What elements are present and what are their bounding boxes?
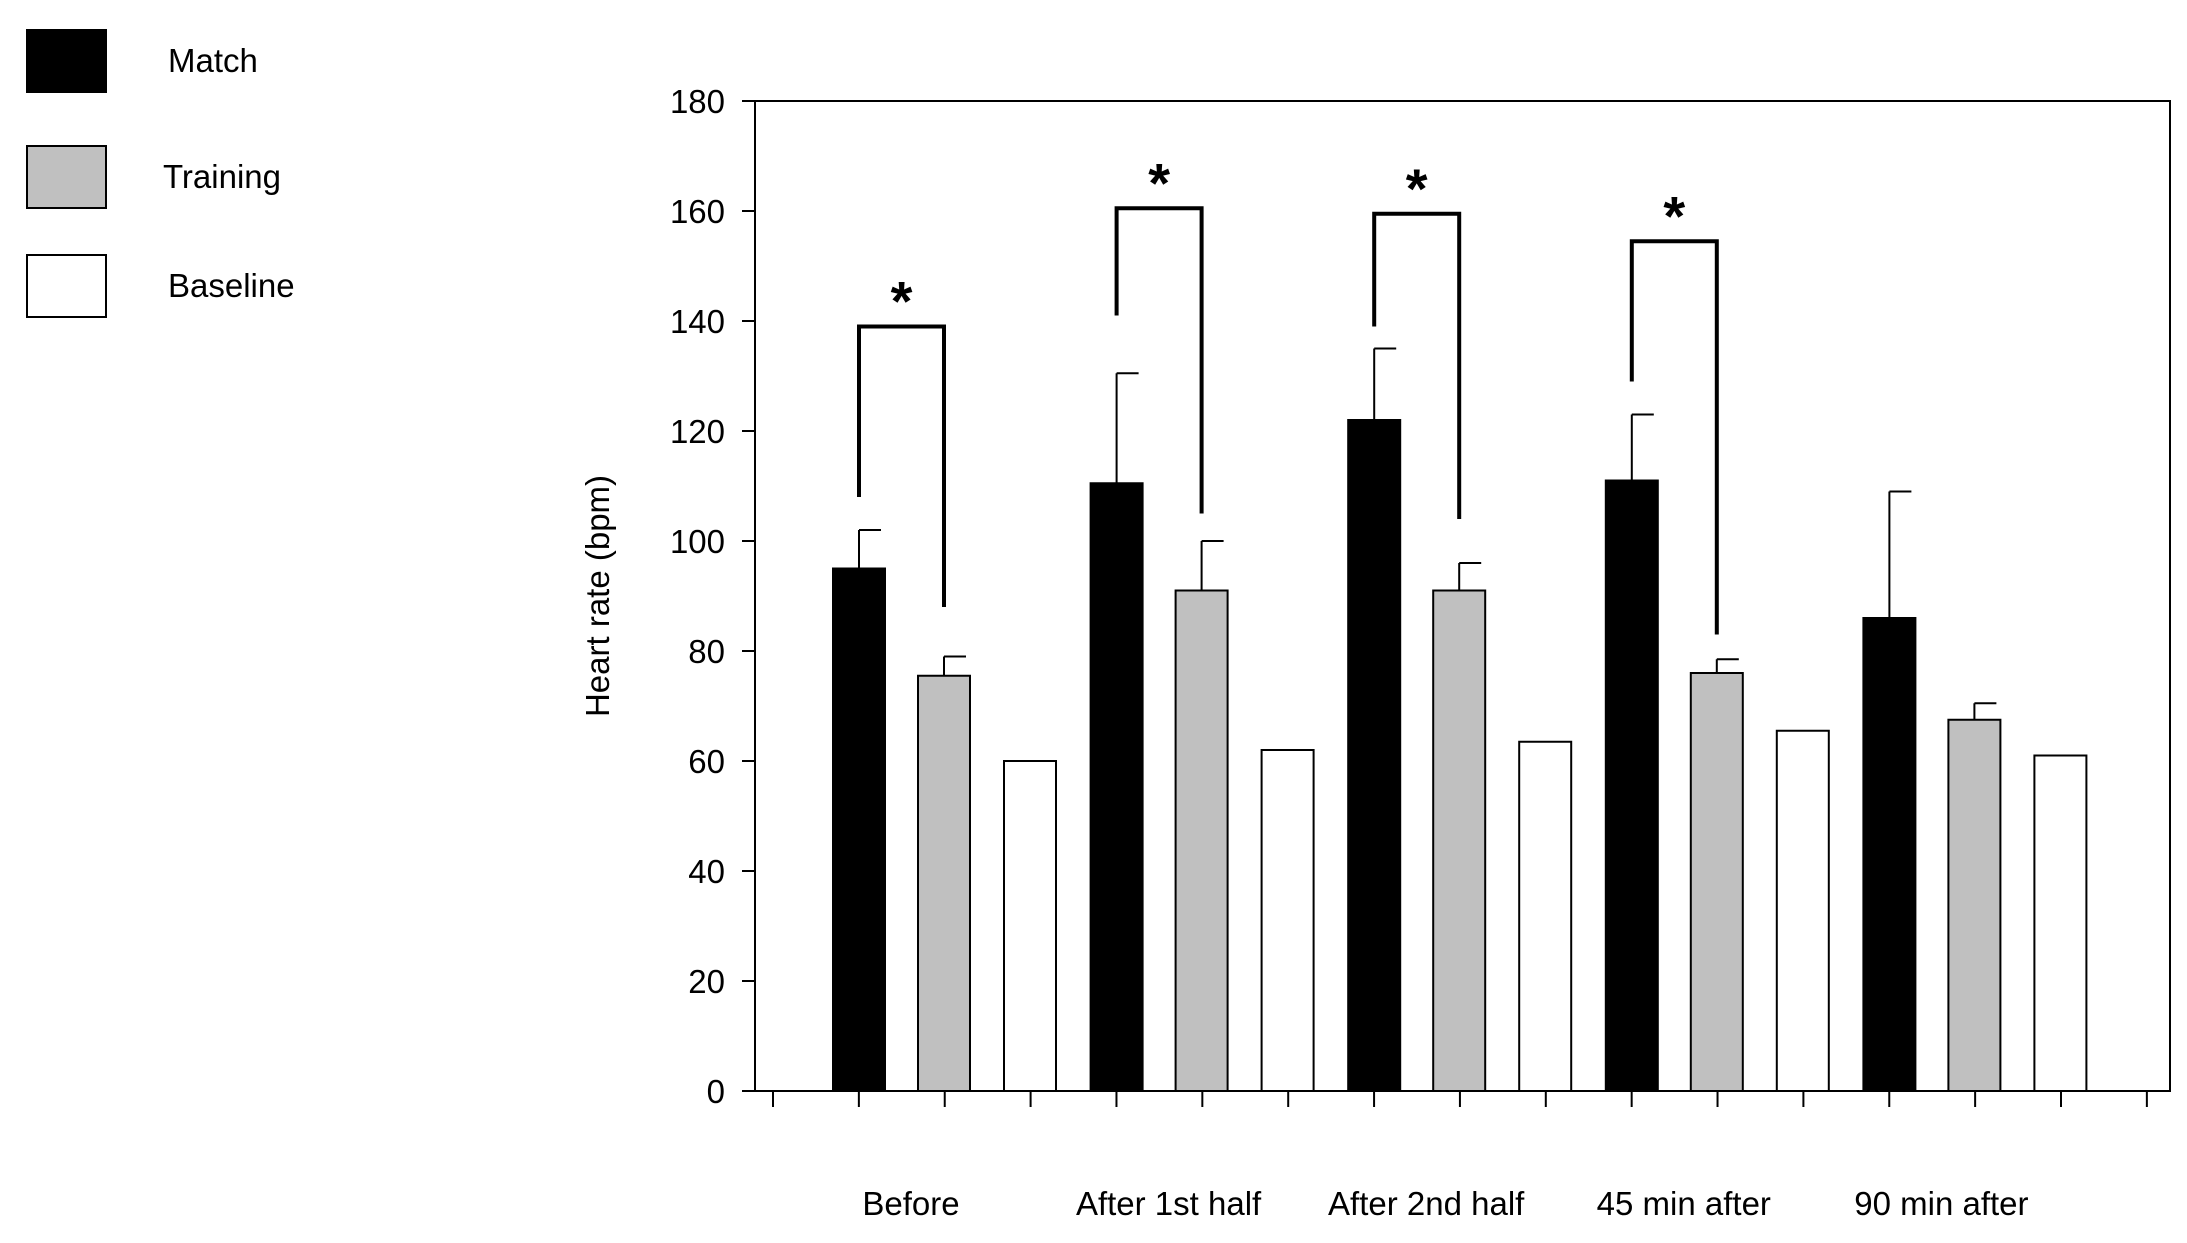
- legend-label-match: Match: [168, 42, 258, 79]
- bar-baseline: [1260, 749, 1315, 1092]
- bar-training: [1174, 589, 1229, 1092]
- y-tick-label: 120: [670, 413, 725, 450]
- bar-training: [1689, 672, 1744, 1092]
- legend-label-baseline: Baseline: [168, 267, 295, 304]
- significance-bracket: [1629, 239, 1719, 635]
- legend-swatch-baseline: [26, 254, 107, 318]
- bar-baseline: [1518, 740, 1573, 1092]
- y-tick-label: 0: [707, 1073, 725, 1110]
- significance-bracket: [1372, 211, 1462, 519]
- x-category-label: After 1st half: [1076, 1185, 1262, 1222]
- bar-match: [1089, 482, 1144, 1092]
- x-category-label: 90 min after: [1854, 1185, 2028, 1222]
- significance-star: *: [1663, 184, 1685, 247]
- y-tick-label: 160: [670, 193, 725, 230]
- y-tick-label: 60: [688, 743, 725, 780]
- significance-star: *: [1148, 151, 1170, 214]
- significance-star: *: [1406, 157, 1428, 220]
- significance-bracket: [857, 324, 946, 607]
- bar-training: [1947, 718, 2002, 1092]
- bar-match: [1604, 479, 1659, 1092]
- significance-bracket: [1114, 206, 1204, 514]
- plot-area: 0 20 40 60 80 100 120 140 160 180 Heart rate (bpm)…: [579, 83, 2171, 1222]
- bar-match: [832, 567, 886, 1092]
- x-category-label: 45 min after: [1597, 1185, 1771, 1222]
- legend-label-training: Training: [163, 158, 281, 195]
- x-category-label: Before: [862, 1185, 959, 1222]
- y-tick-label: 140: [670, 303, 725, 340]
- legend: Match Training Baseline: [26, 29, 295, 318]
- y-tick-label: 80: [688, 633, 725, 670]
- legend-swatch-training: [26, 145, 107, 209]
- bar-match: [1347, 419, 1402, 1092]
- bar-match: [1862, 617, 1917, 1092]
- bar-baseline: [2033, 754, 2088, 1092]
- bar-baseline: [1775, 729, 1830, 1092]
- y-tick-label: 20: [688, 963, 725, 1000]
- y-axis-title: Heart rate (bpm): [579, 475, 616, 717]
- y-tick-label: 180: [670, 83, 725, 120]
- significance-star: *: [891, 270, 913, 333]
- y-tick-label: 100: [670, 523, 725, 560]
- x-category-label: After 2nd half: [1328, 1185, 1525, 1222]
- bar-baseline: [1003, 760, 1057, 1092]
- legend-swatch-match: [26, 29, 107, 93]
- bar-training: [1432, 589, 1487, 1092]
- bar-training: [917, 674, 971, 1092]
- y-tick-label: 40: [688, 853, 725, 890]
